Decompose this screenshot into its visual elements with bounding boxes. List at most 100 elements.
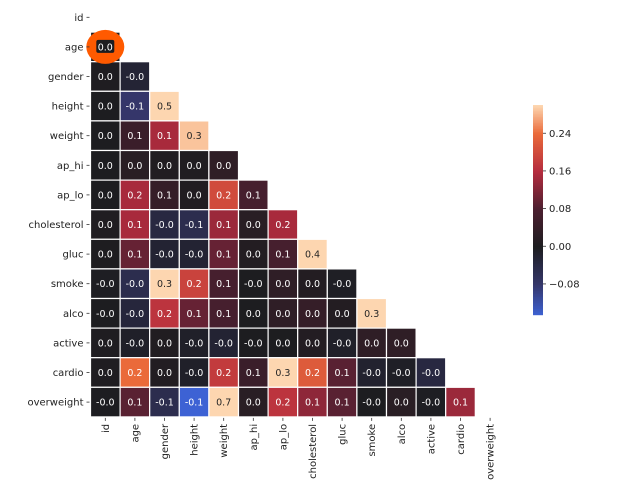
heatmap-cell-smoke-gluc <box>326 268 358 300</box>
colorbar-segment <box>533 117 543 119</box>
colorbar-segment <box>533 186 543 188</box>
cell-annotation: -0.0 <box>244 279 263 290</box>
heatmap-cell-active-id <box>89 327 121 359</box>
heatmap-cell-cardio-age <box>119 357 151 388</box>
cell-annotation: 0.2 <box>216 190 231 201</box>
colorbar-segment <box>533 228 543 230</box>
colorbar-segment <box>533 172 543 175</box>
cell-annotation: 0.0 <box>98 102 113 113</box>
colorbar-segment <box>533 168 543 170</box>
colorbar-segment <box>533 276 543 278</box>
colorbar-segment <box>533 183 543 185</box>
heatmap-cell-cardio-ap_lo <box>267 357 299 388</box>
colorbar-segment <box>533 205 543 208</box>
heatmap-cell-cardio-cholesterol <box>297 357 328 388</box>
colorbar-segment <box>533 121 543 124</box>
colorbar-segment <box>533 243 543 245</box>
colorbar-segment <box>533 279 543 281</box>
colorbar-segment <box>533 108 543 110</box>
x-tick-label: id <box>101 424 112 433</box>
cell-annotation: -0.0 <box>155 250 174 261</box>
cell-annotation: 0.1 <box>187 309 202 320</box>
heatmap-cell-ap_lo-weight <box>208 179 240 211</box>
x-tick-label: overweight <box>486 424 497 480</box>
heatmap-cell-alco-smoke <box>356 297 388 329</box>
y-tick-label: cardio <box>53 368 84 379</box>
colorbar-segment <box>533 292 543 295</box>
heatmap-cell-cholesterol-age <box>119 209 151 240</box>
colorbar-segment <box>533 190 543 193</box>
y-tick-label: weight <box>50 131 84 142</box>
colorbar-segment <box>533 142 543 145</box>
cell-annotation: -0.0 <box>422 368 441 379</box>
colorbar-segment <box>533 216 543 218</box>
heatmap-cell-gluc-gender <box>149 238 180 270</box>
colorbar-segment <box>533 138 543 140</box>
cell-annotation: 0.0 <box>98 220 113 231</box>
cell-annotation: 0.1 <box>246 368 261 379</box>
colorbar-segment <box>533 118 543 121</box>
heatmap-cell-overweight-id <box>89 386 121 418</box>
cell-annotation: 0.1 <box>127 220 142 231</box>
colorbar-segment <box>533 220 543 223</box>
colorbar-segment <box>533 114 543 116</box>
cell-annotation: -0.0 <box>185 250 204 261</box>
cell-annotation: 0.2 <box>275 398 290 409</box>
colorbar-segment <box>533 109 543 112</box>
x-tick-label: alco <box>397 424 408 445</box>
y-tick-label: id <box>74 13 83 24</box>
colorbar-segment <box>533 309 543 311</box>
heatmap-cell-smoke-id <box>89 268 121 300</box>
cell-annotation: 0.2 <box>187 279 202 290</box>
y-tick-label: gluc <box>63 250 84 261</box>
colorbar-segment <box>533 313 543 316</box>
colorbar-segment <box>533 310 543 313</box>
colorbar-segment <box>533 232 543 235</box>
cell-annotation: 0.2 <box>305 368 320 379</box>
colorbar-segment <box>533 196 543 199</box>
colorbar-segment <box>533 238 543 241</box>
colorbar-segment <box>533 171 543 173</box>
colorbar-segment <box>533 141 543 143</box>
cell-annotation: 0.0 <box>157 161 172 172</box>
cell-annotation: 0.0 <box>187 190 202 201</box>
colorbar-segment <box>533 195 543 197</box>
heatmap-cell-overweight-cardio <box>445 386 476 418</box>
colorbar-segment <box>533 256 543 259</box>
heatmap-cell-overweight-smoke <box>356 386 388 418</box>
cell-annotation: -0.0 <box>244 338 263 349</box>
cell-annotation: -0.0 <box>155 220 174 231</box>
heatmap-cell-alco-id <box>89 297 121 329</box>
heatmap-cell-cardio-gender <box>149 357 180 388</box>
heatmap-cell-ap_hi-age <box>119 149 151 181</box>
y-tick-label: ap_lo <box>57 190 83 201</box>
colorbar-segment <box>533 250 543 253</box>
colorbar-segment <box>533 214 543 217</box>
cell-annotation: -0.0 <box>96 279 115 290</box>
colorbar-segment <box>533 285 543 287</box>
colorbar-segment <box>533 298 543 301</box>
colorbar-segment <box>533 126 543 128</box>
cell-annotation: 0.1 <box>216 279 231 290</box>
heatmap-cell-alco-ap_hi <box>237 297 269 329</box>
colorbar-segment <box>533 193 543 196</box>
colorbar-segment <box>533 273 543 275</box>
colorbar-segment <box>533 201 543 203</box>
colorbar-segment <box>533 177 543 179</box>
heatmap-cell-active-height <box>178 327 210 359</box>
colorbar-segment <box>533 217 543 220</box>
cell-annotation: -0.0 <box>126 309 145 320</box>
cell-annotation: 0.1 <box>246 190 261 201</box>
y-tick-label: ap_hi <box>57 161 84 172</box>
colorbar-segment <box>533 307 543 310</box>
cell-annotation: 0.0 <box>98 338 113 349</box>
heatmap-cell-cardio-alco <box>385 357 417 388</box>
cell-annotation: 0.1 <box>275 250 290 261</box>
cell-annotation: 0.7 <box>216 398 231 409</box>
colorbar-segment <box>533 204 543 206</box>
colorbar-segment <box>533 261 543 263</box>
colorbar-segment <box>533 253 543 256</box>
cell-annotation: -0.0 <box>126 72 145 83</box>
y-tick-label: overweight <box>27 398 83 409</box>
